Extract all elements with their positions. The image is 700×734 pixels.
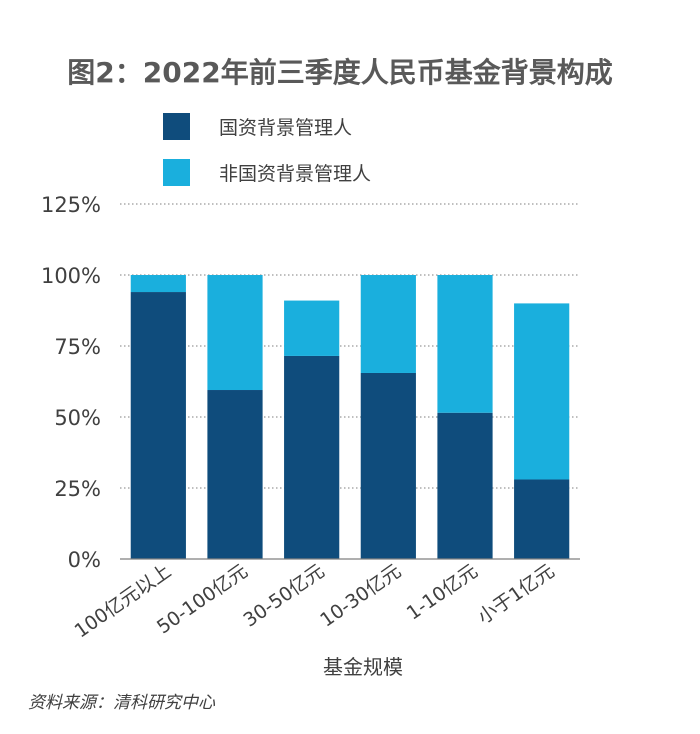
bar-segment [130,275,186,293]
y-tick-label: 25% [54,477,101,501]
legend-label-non-state-owned: 非国资背景管理人 [219,163,371,185]
x-tick-label: 30-50亿元 [240,560,329,631]
bar-segment [130,292,186,559]
legend-swatch-state-owned [163,113,190,140]
legend-swatch-non-state-owned [163,159,190,186]
y-tick-label: 75% [54,335,101,359]
y-tick-label: 125% [41,193,101,217]
x-tick-label: 10-30亿元 [316,560,405,631]
bars [130,275,570,559]
x-axis-label: 基金规模 [323,655,403,679]
legend: 国资背景管理人 非国资背景管理人 [163,113,371,186]
bar-segment [514,479,570,559]
bar-segment [284,300,340,356]
bar-segment [207,390,263,559]
x-tick-label: 小于1亿元 [474,560,559,629]
y-tick-label: 100% [41,264,101,288]
bar-segment [437,412,493,559]
gridlines [120,203,580,489]
bar-segment [360,275,416,373]
y-tick-label: 0% [68,548,101,572]
x-tick-label: 1-10亿元 [403,560,482,625]
bar-segment [514,303,570,480]
legend-label-state-owned: 国资背景管理人 [219,117,352,139]
y-axis-ticks: 0% 25% 50% 75% 100% 125% [41,193,101,572]
bar-segment [437,275,493,413]
source-note: 资料来源：清科研究中心 [28,693,216,713]
chart-title: 图2：2022年前三季度人民币基金背景构成 [67,56,612,89]
y-tick-label: 50% [54,406,101,430]
bar-segment [207,275,263,391]
bar-segment [284,355,340,559]
bar-segment [360,372,416,559]
